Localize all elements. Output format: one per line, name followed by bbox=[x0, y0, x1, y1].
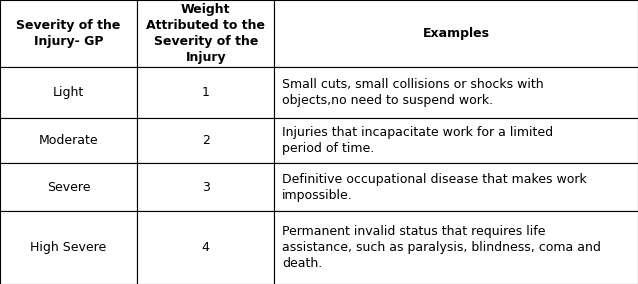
Text: 2: 2 bbox=[202, 134, 210, 147]
Text: 1: 1 bbox=[202, 86, 210, 99]
Text: Permanent invalid status that requires life
assistance, such as paralysis, blind: Permanent invalid status that requires l… bbox=[282, 225, 601, 270]
Bar bbox=[137, 67, 274, 118]
Text: Severe: Severe bbox=[47, 181, 91, 193]
Text: 4: 4 bbox=[202, 241, 210, 254]
Text: Light: Light bbox=[53, 86, 84, 99]
Bar bbox=[0, 67, 137, 118]
Bar bbox=[0, 0, 137, 67]
Bar bbox=[137, 163, 274, 211]
Bar bbox=[137, 211, 274, 284]
Text: Examples: Examples bbox=[422, 27, 490, 40]
Bar bbox=[0, 211, 137, 284]
Text: Weight
Attributed to the
Severity of the
Injury: Weight Attributed to the Severity of the… bbox=[146, 3, 265, 64]
Text: Small cuts, small collisions or shocks with
objects,no need to suspend work.: Small cuts, small collisions or shocks w… bbox=[282, 78, 544, 107]
Text: 3: 3 bbox=[202, 181, 210, 193]
Text: Definitive occupational disease that makes work
impossible.: Definitive occupational disease that mak… bbox=[282, 172, 587, 202]
Bar bbox=[274, 163, 638, 211]
Bar bbox=[137, 0, 274, 67]
Text: Moderate: Moderate bbox=[39, 134, 98, 147]
Text: Injuries that incapacitate work for a limited
period of time.: Injuries that incapacitate work for a li… bbox=[282, 126, 553, 155]
Bar bbox=[0, 118, 137, 163]
Bar bbox=[137, 118, 274, 163]
Bar bbox=[0, 163, 137, 211]
Bar bbox=[274, 118, 638, 163]
Text: Severity of the
Injury- GP: Severity of the Injury- GP bbox=[17, 19, 121, 48]
Bar bbox=[274, 211, 638, 284]
Bar bbox=[274, 67, 638, 118]
Text: High Severe: High Severe bbox=[31, 241, 107, 254]
Bar bbox=[274, 0, 638, 67]
